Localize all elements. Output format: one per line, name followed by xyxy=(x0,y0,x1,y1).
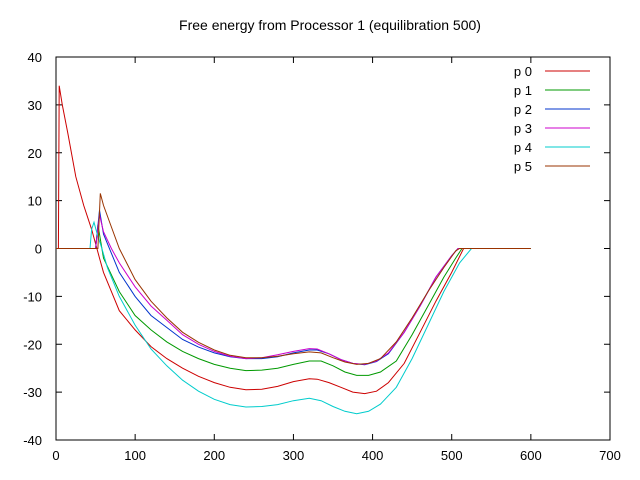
y-tick-label: -20 xyxy=(23,337,42,352)
y-tick-label: 30 xyxy=(28,98,42,113)
y-tick-label: 20 xyxy=(28,146,42,161)
x-tick-label: 300 xyxy=(283,448,305,463)
y-tick-label: 40 xyxy=(28,50,42,65)
series-line-3 xyxy=(56,214,531,365)
legend-label-1: p 1 xyxy=(514,83,532,98)
chart-title: Free energy from Processor 1 (equilibrat… xyxy=(179,17,481,33)
x-tick-label: 200 xyxy=(203,448,225,463)
legend-label-4: p 4 xyxy=(514,140,532,155)
legend: p 0 p 1 p 2 p 3 p 4 p 5 xyxy=(514,64,590,174)
series-line-1 xyxy=(56,224,531,376)
series-line-2 xyxy=(56,210,531,366)
x-tick-label: 500 xyxy=(441,448,463,463)
series-line-5 xyxy=(56,193,531,365)
y-tick-label: 0 xyxy=(35,242,42,257)
x-tick-label: 0 xyxy=(52,448,59,463)
y-tick-label: -30 xyxy=(23,385,42,400)
legend-label-3: p 3 xyxy=(514,121,532,136)
y-tick-label: 10 xyxy=(28,194,42,209)
series-line-4 xyxy=(56,220,531,415)
legend-label-0: p 0 xyxy=(514,64,532,79)
x-tick-label: 700 xyxy=(599,448,621,463)
x-tick-label: 100 xyxy=(124,448,146,463)
legend-label-5: p 5 xyxy=(514,159,532,174)
series-lines xyxy=(56,85,531,415)
legend-label-2: p 2 xyxy=(514,102,532,117)
y-tick-label: -40 xyxy=(23,433,42,448)
x-axis: 0 100 200 300 400 500 600 700 xyxy=(52,57,621,463)
x-tick-label: 400 xyxy=(362,448,384,463)
y-tick-label: -10 xyxy=(23,289,42,304)
series-line-0 xyxy=(56,85,531,395)
y-axis: -40 -30 -20 -10 0 10 20 30 40 xyxy=(23,50,610,448)
x-tick-label: 600 xyxy=(520,448,542,463)
